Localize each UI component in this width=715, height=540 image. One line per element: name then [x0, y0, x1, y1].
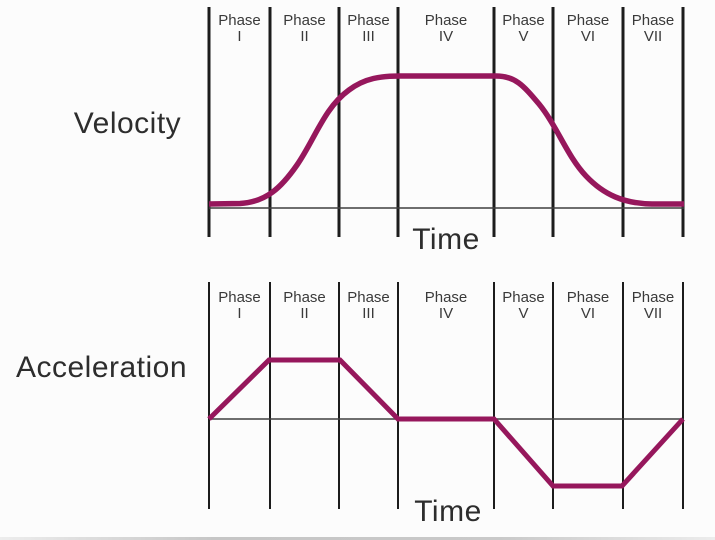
velocity-phase-label-VI: Phase VI [566, 12, 610, 45]
velocity-axis-label: Velocity [73, 107, 182, 140]
velocity-phase-label-V: Phase V [502, 12, 545, 45]
velocity-curve [208, 73, 684, 207]
velocity-phase-label-VII: Phase VII [631, 12, 675, 45]
acceleration-time-axis-label: Time [414, 495, 482, 528]
velocity-phase-label-II: Phase II [283, 12, 326, 45]
acceleration-axis-label: Acceleration [15, 351, 188, 384]
acceleration-phase-label-III: Phase III [347, 289, 390, 322]
acceleration-curve [207, 357, 685, 489]
acceleration-phase-label-I: Phase I [218, 289, 261, 322]
velocity-phase-label-I: Phase I [218, 12, 261, 45]
acceleration-phase-label-VI: Phase VI [566, 289, 610, 322]
acceleration-phase-label-V: Phase V [502, 289, 545, 322]
acceleration-phase-label-II: Phase II [283, 289, 326, 322]
velocity-phase-label-IV: Phase IV [424, 12, 468, 45]
acceleration-phase-label-VII: Phase VII [631, 289, 675, 322]
velocity-phase-label-III: Phase III [347, 12, 390, 45]
acceleration-phase-label-IV: Phase IV [424, 289, 468, 322]
image-bottom-edge [0, 537, 715, 540]
velocity-time-axis-label: Time [412, 223, 480, 256]
